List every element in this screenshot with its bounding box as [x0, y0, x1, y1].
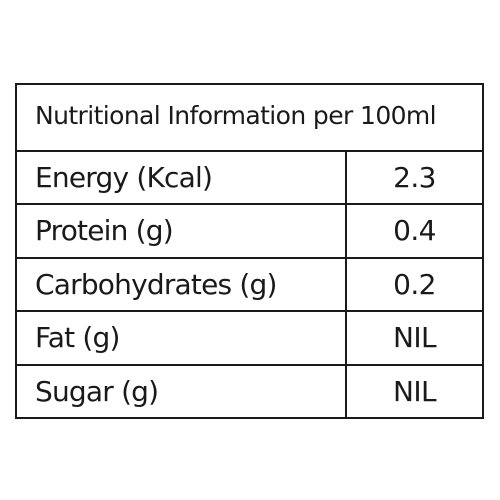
- nutrient-label: Protein (g): [35, 214, 174, 248]
- table-row-fat: Fat (g) NIL: [17, 312, 482, 366]
- table-row-carbohydrates: Carbohydrates (g) 0.2: [17, 258, 482, 313]
- nutrient-value: 0.4: [393, 214, 436, 248]
- table-header-title: Nutritional Information per 100ml: [35, 101, 437, 130]
- nutrient-value: NIL: [392, 374, 437, 408]
- nutrient-label-cell: Sugar (g): [17, 365, 347, 419]
- nutrient-value-cell: 2.3: [347, 152, 482, 203]
- nutrient-label: Energy (Kcal): [35, 161, 213, 194]
- table-header-row: Nutritional Information per 100ml: [17, 85, 482, 152]
- nutrient-value: 0.2: [393, 267, 436, 301]
- nutrient-value-cell: NIL: [347, 312, 482, 363]
- nutrient-value: NIL: [392, 321, 437, 355]
- nutrient-label: Fat (g): [35, 321, 120, 355]
- nutrient-value-cell: 0.4: [347, 205, 482, 256]
- table-row-energy: Energy (Kcal) 2.3: [17, 152, 482, 206]
- table-row-protein: Protein (g) 0.4: [17, 205, 482, 259]
- nutrient-label-cell: Energy (Kcal): [17, 152, 347, 204]
- nutrient-label-cell: Carbohydrates (g): [17, 258, 347, 311]
- nutrient-label: Sugar (g): [35, 374, 159, 408]
- nutrient-label: Carbohydrates (g): [35, 267, 277, 301]
- nutrient-value-cell: NIL: [347, 366, 482, 419]
- nutrient-label-cell: Protein (g): [17, 205, 347, 257]
- table-row-sugar: Sugar (g) NIL: [17, 365, 482, 419]
- nutrient-value: 2.3: [393, 161, 436, 194]
- nutrition-table: Nutritional Information per 100ml Energy…: [15, 83, 484, 419]
- nutrient-label-cell: Fat (g): [17, 312, 347, 364]
- nutrient-value-cell: 0.2: [347, 259, 482, 310]
